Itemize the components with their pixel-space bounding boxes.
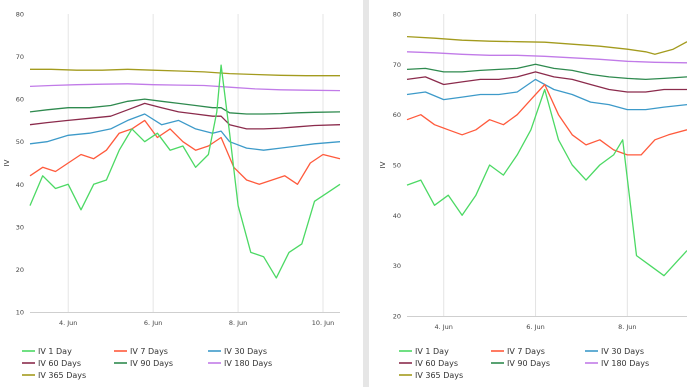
legend-item: IV 30 Days xyxy=(601,347,644,356)
legend-item: IV 180 Days xyxy=(601,359,649,368)
series-line-iv-365-days xyxy=(30,68,340,77)
y-tick-label: 40 xyxy=(393,212,401,220)
series-line-iv-1-day xyxy=(29,64,341,279)
y-axis-label: IV xyxy=(3,159,11,166)
chart-right: 20 30 40 50 60 70 80 4. Jun 6. Jun 8. Jun IV IV 1 D… xyxy=(379,11,687,380)
legend-item: IV 30 Days xyxy=(224,347,267,356)
y-tick-label: 20 xyxy=(16,266,24,274)
x-tick-label: 4. Jun xyxy=(59,319,77,327)
y-tick-label: 40 xyxy=(16,181,24,189)
x-tick-label: 8. Jun xyxy=(618,323,636,331)
series-line-iv-1-day xyxy=(406,88,687,277)
chart-left: 10 20 30 40 50 60 70 80 4. Jun 6. Jun 8. Jun 10. Ju… xyxy=(3,11,341,380)
y-tick-label: 80 xyxy=(393,11,401,19)
x-tick-label: 4. Jun xyxy=(435,323,453,331)
legend-item: IV 90 Days xyxy=(130,359,173,368)
series-line-iv-7-days xyxy=(406,83,687,156)
legend-item: IV 90 Days xyxy=(507,359,550,368)
legend-item: IV 180 Days xyxy=(224,359,272,368)
legend-item: IV 1 Day xyxy=(415,347,449,356)
y-tick-label: 50 xyxy=(16,138,24,146)
series-line-iv-90-days xyxy=(29,98,341,115)
series-line-iv-7-days xyxy=(29,119,341,185)
legend-item: IV 60 Days xyxy=(415,359,458,368)
y-tick-label: 50 xyxy=(393,162,401,170)
legend-item: IV 365 Days xyxy=(38,371,86,380)
y-tick-label: 70 xyxy=(16,53,24,61)
legend-item: IV 60 Days xyxy=(38,359,81,368)
legend-item: IV 7 Days xyxy=(130,347,168,356)
y-tick-label: 30 xyxy=(16,223,24,231)
series-line-iv-30-days xyxy=(29,113,341,151)
x-tick-label: 6. Jun xyxy=(144,319,162,327)
series-line-iv-180-days xyxy=(406,51,687,64)
legend-item: IV 365 Days xyxy=(415,371,463,380)
y-tick-label: 10 xyxy=(16,309,24,317)
series-line-iv-365-days xyxy=(406,35,687,55)
series-line-iv-60-days xyxy=(406,71,687,93)
y-tick-label: 80 xyxy=(16,11,24,19)
y-axis-label: IV xyxy=(379,161,387,168)
chart-panel-right: 20 30 40 50 60 70 80 4. Jun 6. Jun 8. Jun IV IV 1 D… xyxy=(369,0,687,387)
legend-item: IV 1 Day xyxy=(38,347,72,356)
series-line-iv-180-days xyxy=(29,83,341,92)
y-tick-label: 60 xyxy=(16,96,24,104)
x-tick-label: 8. Jun xyxy=(229,319,247,327)
y-tick-label: 60 xyxy=(393,111,401,119)
y-tick-label: 30 xyxy=(393,262,401,270)
y-tick-label: 20 xyxy=(393,313,401,321)
legend-item: IV 7 Days xyxy=(507,347,545,356)
series-line-iv-60-days xyxy=(29,102,341,130)
y-tick-label: 70 xyxy=(393,61,401,69)
chart-panel-left: 10 20 30 40 50 60 70 80 4. Jun 6. Jun 8. Jun 10. Ju… xyxy=(0,0,363,387)
series-line-iv-90-days xyxy=(406,63,687,81)
x-tick-label: 6. Jun xyxy=(526,323,544,331)
x-tick-label: 10. Jun xyxy=(312,319,335,327)
